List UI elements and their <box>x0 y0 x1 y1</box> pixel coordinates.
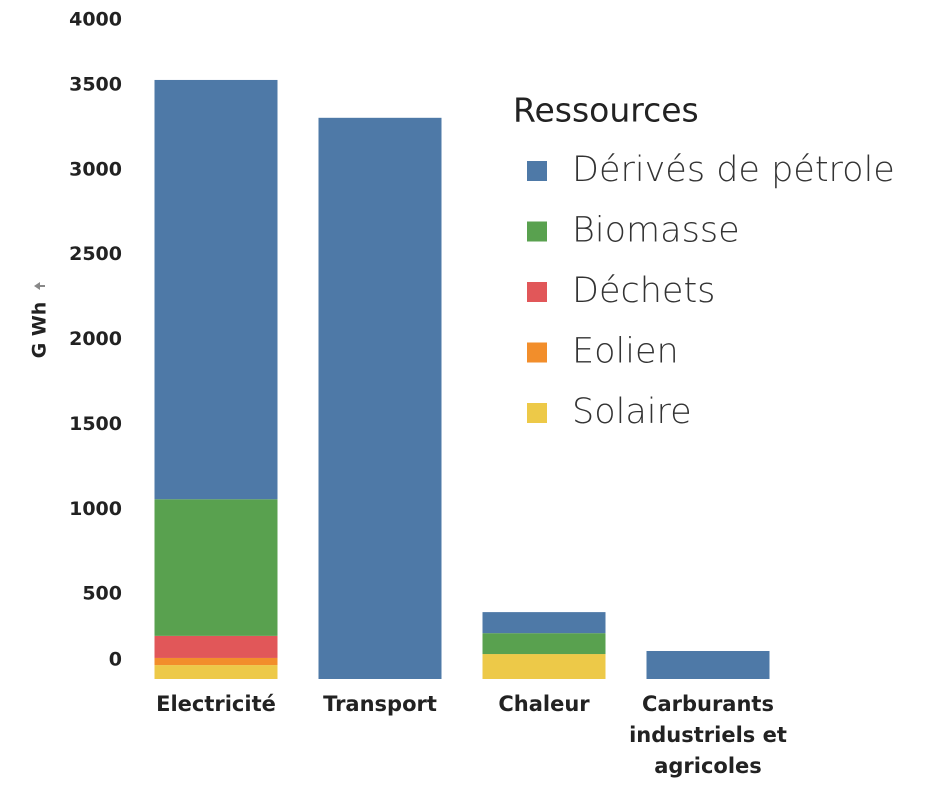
legend-swatch <box>527 342 547 363</box>
bar-segment <box>154 499 278 636</box>
bar-segment <box>154 635 278 658</box>
y-tick-label: 1000 <box>69 498 122 520</box>
x-tick-label: Carburants industriels et agricoles <box>629 692 787 778</box>
bar-segment <box>482 633 606 655</box>
x-tick-label: Electricité <box>156 692 276 716</box>
y-tick-label: 3000 <box>69 158 122 180</box>
x-tick-label: Chaleur <box>498 692 590 716</box>
bar-segment <box>646 650 770 679</box>
bar-segment <box>154 657 278 666</box>
pin-icon <box>34 282 45 290</box>
legend-title: Ressources <box>513 91 699 130</box>
legend-item: Dérivés de pétrole <box>572 150 895 190</box>
legend-swatch <box>527 403 547 423</box>
legend-swatch <box>527 161 547 181</box>
bar-segment <box>482 654 606 679</box>
y-axis-label: G Wh <box>29 302 51 359</box>
y-tick-label: 0 <box>109 649 122 671</box>
x-tick-label: Transport <box>323 692 437 716</box>
y-tick-label: 500 <box>82 583 122 605</box>
bar-segment <box>318 117 442 679</box>
y-tick-label: 3500 <box>69 73 122 95</box>
legend-item: Solaire <box>572 392 692 432</box>
legend-item: Biomasse <box>572 211 740 251</box>
y-tick-label: 2000 <box>69 328 122 350</box>
bar-segment <box>482 612 606 634</box>
bar-segment <box>154 79 278 500</box>
y-tick-label: 4000 <box>69 9 122 31</box>
legend-swatch <box>527 221 547 242</box>
legend-item: Eolien <box>572 332 679 372</box>
legend-swatch <box>527 282 547 302</box>
bar-segment <box>154 665 278 679</box>
y-tick-label: 1500 <box>69 413 122 435</box>
legend-item: Déchets <box>572 271 715 311</box>
y-tick-label: 2500 <box>69 243 122 265</box>
